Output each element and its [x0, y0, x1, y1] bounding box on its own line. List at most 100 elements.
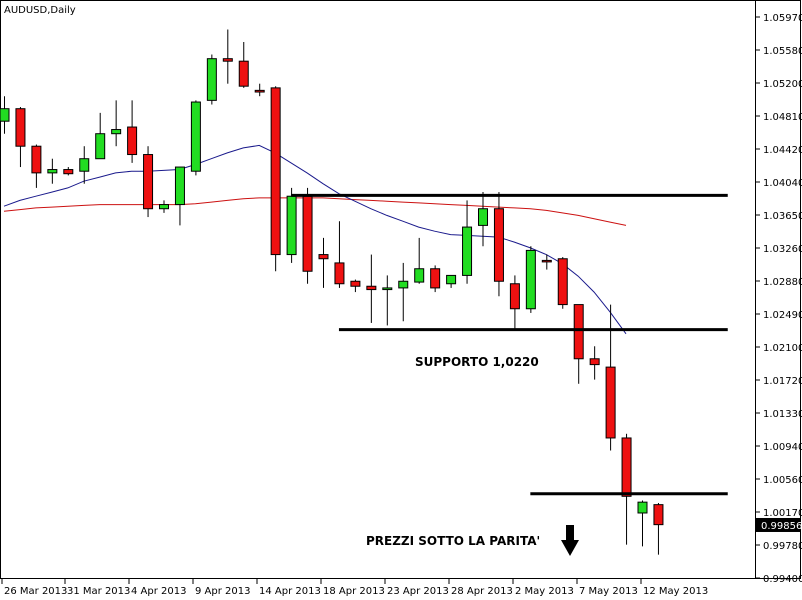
time-tick-label: 14 Apr 2013 [259, 586, 321, 597]
candle [478, 192, 488, 247]
chart-title: AUDUSD,Daily [4, 5, 76, 16]
candle-body [637, 501, 648, 514]
candle-body [589, 358, 600, 366]
candle [190, 100, 201, 176]
candle [589, 346, 600, 380]
candle [334, 221, 345, 288]
price-tick-label: 1.03650 [763, 211, 802, 222]
candle-body [621, 437, 632, 497]
candle [286, 187, 297, 263]
candle [47, 158, 58, 184]
candle-body [222, 58, 233, 62]
candle [238, 42, 249, 88]
candle [653, 502, 664, 555]
candle-body [318, 254, 329, 260]
candle-body [286, 195, 297, 256]
time-tick-label: 9 Apr 2013 [195, 586, 250, 597]
price-tick-label: 1.05200 [763, 79, 802, 90]
candle-body [382, 287, 393, 291]
candle-body [270, 87, 281, 256]
support-annotation: SUPPORTO 1,0220 [415, 355, 539, 369]
candle-body [573, 304, 584, 360]
candle-body [302, 195, 313, 272]
candle [350, 279, 361, 293]
candle-body [478, 208, 488, 226]
price-tick-label: 1.05580 [763, 46, 802, 57]
candle [525, 246, 536, 313]
candle [414, 237, 425, 284]
candle-body [414, 268, 425, 283]
candle-body [63, 169, 74, 175]
price-tick-label: 1.00940 [763, 442, 802, 453]
price-tick-label: 1.01720 [763, 376, 802, 387]
moving-averages [3, 144, 627, 335]
candle-body [206, 58, 217, 101]
candle-body [159, 204, 169, 210]
candle [446, 274, 457, 288]
candle [127, 100, 138, 163]
candle-body [79, 158, 90, 172]
candle-body [430, 268, 441, 289]
price-tick-label: 1.01330 [763, 409, 802, 420]
last-price-tag: 0.99856 [756, 517, 802, 532]
candle [95, 112, 106, 160]
candle-body [127, 126, 138, 156]
candle [79, 146, 90, 184]
price-tick-label: 1.04420 [763, 145, 802, 156]
candle-body [143, 154, 154, 210]
candle [206, 54, 217, 105]
time-tick-label: 28 Apr 2013 [451, 586, 513, 597]
candle [111, 100, 122, 147]
candle [174, 166, 185, 226]
candle [0, 96, 10, 134]
price-tick-label: 1.03260 [763, 244, 802, 255]
candle-body [174, 166, 185, 206]
candle [63, 167, 74, 176]
time-axis: 26 Mar 2013 31 Mar 2013 4 Apr 2013 9 Apr 20… [1, 579, 708, 597]
candle [302, 187, 313, 284]
candle [143, 146, 154, 218]
price-tick-label: 1.00170 [763, 508, 802, 519]
candle-body [47, 169, 58, 174]
price-tick-label: 0.99780 [763, 541, 802, 552]
annotations: SUPPORTO 1,0220 PREZZI SOTTO LA PARITA' [366, 355, 579, 556]
plot-frame [0, 0, 801, 579]
candle-body [111, 129, 122, 135]
candle-body [541, 259, 552, 263]
candle [366, 254, 377, 323]
fast-moving-average-line [3, 144, 627, 335]
candle [509, 275, 520, 330]
candle-body [509, 283, 520, 310]
candle [430, 265, 441, 293]
candle [493, 192, 504, 297]
candle [621, 433, 632, 545]
price-tick-label: 1.02880 [763, 277, 802, 288]
candle-body [462, 226, 473, 276]
candle [557, 257, 568, 309]
candle-body [238, 60, 249, 87]
price-axis: 1.05970 1.05580 1.05200 1.04810 1.04420 1.040… [755, 13, 802, 585]
candle [541, 254, 552, 270]
price-tick-label: 1.02100 [763, 343, 802, 354]
price-tick-label: 0.99400 [763, 574, 802, 585]
down-arrow-icon [561, 525, 579, 556]
price-tick-label: 1.00560 [763, 475, 802, 486]
price-tick-label: 1.05970 [763, 13, 802, 24]
candle [573, 304, 584, 384]
candle [637, 500, 648, 547]
candle-body [0, 108, 10, 122]
candle-body [398, 280, 409, 289]
time-tick-label: 7 May 2013 [579, 586, 638, 597]
candle [318, 237, 329, 288]
candle-body [366, 285, 377, 291]
time-tick-label: 23 Apr 2013 [387, 586, 449, 597]
candle-body [190, 101, 201, 172]
candle-body [254, 89, 265, 93]
candle [462, 200, 473, 284]
candle-body [334, 262, 345, 285]
price-tick-label: 1.04040 [763, 178, 802, 189]
candle [15, 107, 26, 168]
candle-body [446, 274, 457, 285]
